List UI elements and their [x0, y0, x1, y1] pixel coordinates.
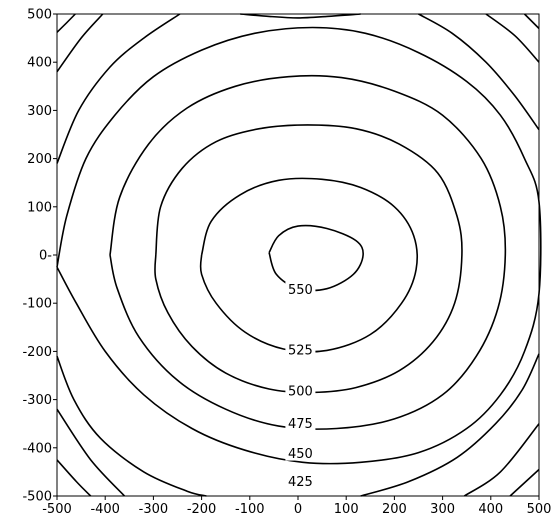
contour-line-400 [485, 13, 540, 63]
contour-label-bg [285, 445, 316, 461]
y-tick-label: 200 [27, 152, 52, 167]
contour-label-bg [285, 341, 316, 357]
x-tick-label: 300 [430, 502, 455, 517]
plot-background [57, 14, 539, 496]
y-tick-label: -100 [22, 297, 52, 312]
x-tick-label: 0 [294, 502, 302, 517]
contour-label-bg [285, 281, 316, 297]
contour-label-bg [285, 382, 316, 398]
contour-line-475 [109, 74, 507, 430]
contour-label-525: 525 [288, 343, 313, 358]
y-tick-label: -300 [22, 393, 52, 408]
contour-label-bg [285, 415, 316, 431]
x-tick-label: 100 [334, 502, 359, 517]
contour-line-425 [56, 355, 207, 497]
contour-labels: 550 525 500 475 450 425 [285, 281, 316, 490]
y-axis: 500 400 300 200 100 0- -100 -200 -300 -400 -500 [22, 8, 57, 505]
contour-line-425 [360, 353, 540, 497]
y-tick-label: -200 [22, 345, 52, 360]
contour-line-425 [418, 13, 540, 131]
contour-lines [56, 13, 542, 497]
contour-line-375 [56, 459, 92, 497]
contour-label-550: 550 [288, 283, 313, 298]
contour-line-375 [56, 13, 76, 33]
x-tick-label: -100 [235, 502, 265, 517]
contour-line-425 [56, 13, 181, 164]
contour-line-400 [56, 13, 104, 73]
contour-line-425 [240, 13, 361, 19]
x-tick-label: -400 [90, 502, 120, 517]
y-tick-label: 500 [27, 8, 52, 23]
contour-label-500: 500 [288, 384, 313, 399]
y-tick-label: 100 [27, 200, 52, 215]
contour-line-525 [199, 177, 418, 353]
x-tick-label: -300 [139, 502, 169, 517]
contour-label-450: 450 [288, 447, 313, 462]
y-tick-label: 0- [39, 249, 52, 264]
contour-label-bg [285, 473, 316, 489]
contour-line-400 [56, 408, 126, 497]
x-axis: -500 -400 -300 -200 -100 0 100 200 300 400 500 [42, 496, 551, 517]
x-tick-label: 400 [478, 502, 503, 517]
contour-label-475: 475 [288, 417, 313, 432]
contour-line-400 [463, 423, 540, 497]
y-tick-label: 400 [27, 56, 52, 71]
y-tick-label: -500 [22, 490, 52, 505]
x-tick-label: 500 [527, 502, 552, 517]
x-tick-label: -500 [42, 502, 72, 517]
y-tick-label: -400 [22, 441, 52, 456]
x-tick-label: 200 [382, 502, 407, 517]
contour-line-375 [509, 468, 540, 497]
contour-line-375 [523, 13, 540, 30]
y-tick-label: 300 [27, 104, 52, 119]
contour-label-425: 425 [288, 475, 313, 490]
x-tick-label: -200 [187, 502, 217, 517]
contour-line-500 [154, 124, 463, 394]
